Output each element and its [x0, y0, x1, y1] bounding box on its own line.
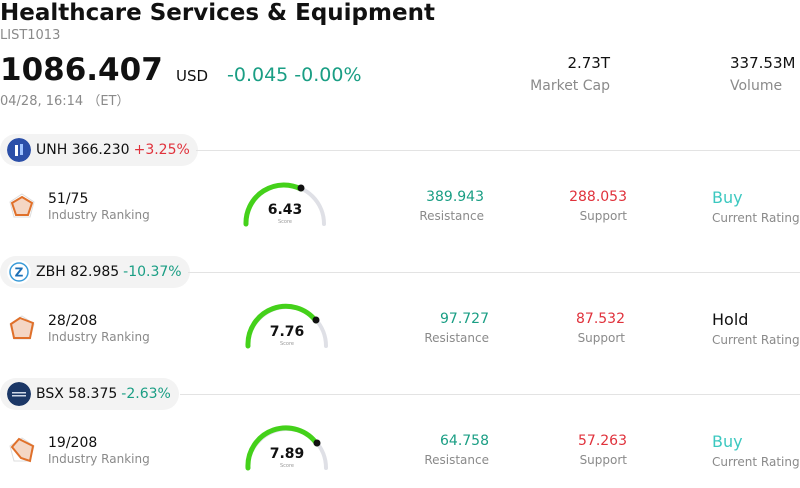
currency-label: USD [176, 67, 209, 85]
support-value: 87.532 [576, 311, 625, 327]
current-rating-label: Current Rating [712, 333, 800, 347]
current-rating-value: Buy [712, 188, 743, 207]
ranking-radar-icon [9, 315, 35, 340]
resistance-value: 389.943 [426, 189, 484, 205]
current-rating-label: Current Rating [712, 211, 800, 225]
ranking-radar-icon [9, 193, 35, 218]
score-value: 7.89 [270, 446, 305, 462]
volume-value: 337.53M [730, 54, 796, 72]
market-cap-value: 2.73T [567, 54, 610, 72]
stock-pill-zbh[interactable]: Z ZBH 82.985 -10.37% [0, 256, 190, 288]
score-gauge: 6.43 Score [243, 182, 326, 227]
score-label: Score [280, 341, 294, 347]
current-rating-value: Buy [712, 432, 743, 451]
support-value: 288.053 [569, 189, 627, 205]
industry-ranking-label: Industry Ranking [48, 452, 150, 466]
zbh-logo-icon: Z [7, 260, 31, 284]
volume-label: Volume [730, 78, 783, 94]
score-gauge: 7.76 Score [245, 303, 328, 349]
row-divider [188, 272, 800, 273]
index-code: LIST1013 [0, 28, 61, 43]
support-label: Support [579, 209, 627, 223]
stock-ticker-price: BSX 58.375 [36, 386, 118, 402]
index-price: 1086.407 [0, 52, 163, 88]
market-cap-label: Market Cap [530, 78, 610, 94]
support-label: Support [577, 331, 625, 345]
support-label: Support [579, 453, 627, 467]
industry-ranking-value: 19/208 [48, 435, 98, 451]
unh-logo-icon [7, 138, 31, 162]
resistance-label: Resistance [424, 331, 489, 345]
stock-change: +3.25% [133, 142, 190, 158]
stock-pill-bsx[interactable]: BSX 58.375 -2.63% [0, 378, 179, 410]
bsx-logo-icon [7, 382, 31, 406]
support-value: 57.263 [578, 433, 627, 449]
score-value: 7.76 [270, 324, 305, 340]
resistance-value: 97.727 [440, 311, 489, 327]
industry-ranking-label: Industry Ranking [48, 330, 150, 344]
ranking-radar-icon [9, 437, 35, 463]
resistance-label: Resistance [424, 453, 489, 467]
resistance-label: Resistance [419, 209, 484, 223]
stock-ticker-price: ZBH 82.985 [36, 264, 120, 280]
page-title: Healthcare Services & Equipment [0, 0, 435, 26]
svg-text:Z: Z [15, 266, 24, 280]
current-rating-value: Hold [712, 310, 749, 329]
stock-ticker-price: UNH 366.230 [36, 142, 130, 158]
stock-pill-unh[interactable]: UNH 366.230 +3.25% [0, 134, 198, 166]
resistance-value: 64.758 [440, 433, 489, 449]
score-gauge: 7.89 Score [245, 425, 328, 471]
industry-ranking-value: 28/208 [48, 313, 98, 329]
industry-ranking-label: Industry Ranking [48, 208, 150, 222]
score-label: Score [278, 219, 292, 225]
row-divider [180, 394, 800, 395]
stock-change: -2.63% [121, 386, 171, 402]
row-divider [196, 150, 800, 151]
industry-ranking-value: 51/75 [48, 191, 89, 207]
stock-change: -10.37% [123, 264, 182, 280]
current-rating-label: Current Rating [712, 455, 800, 469]
score-label: Score [280, 463, 294, 469]
timestamp: 04/28, 16:14 （ET） [0, 94, 130, 109]
index-change: -0.045 -0.00% [227, 64, 362, 86]
score-value: 6.43 [268, 202, 303, 218]
